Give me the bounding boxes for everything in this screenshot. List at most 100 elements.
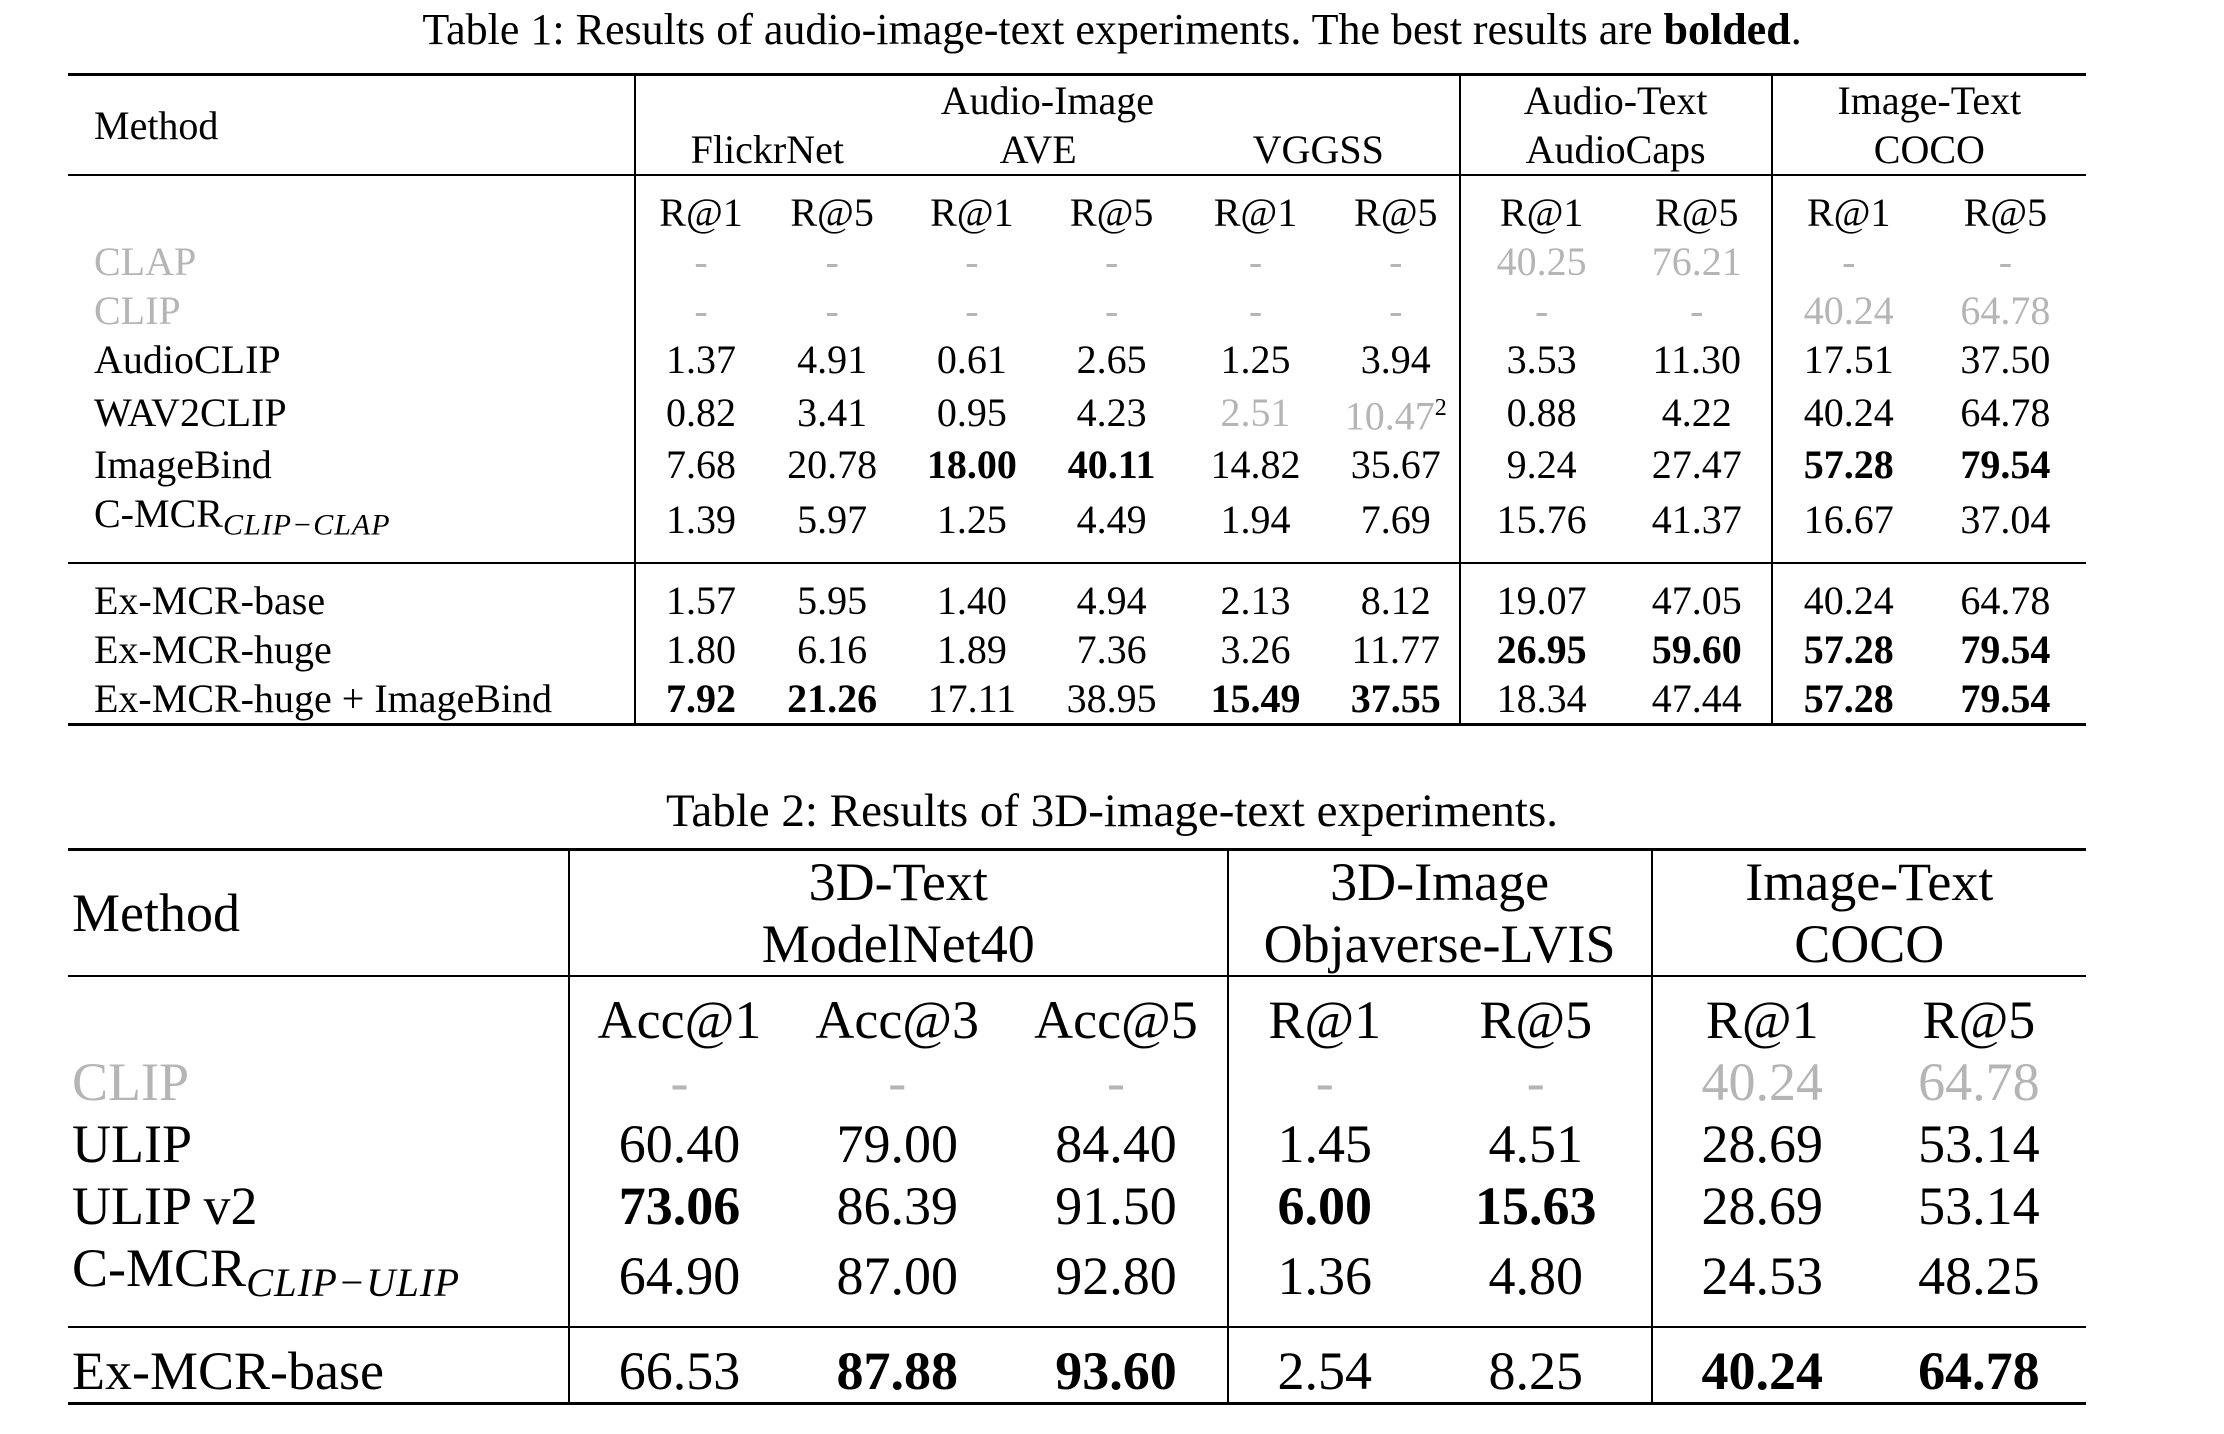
- cell-value: 40.24: [1701, 1341, 1823, 1402]
- method-label: Ex-MCR-huge: [94, 626, 332, 672]
- table-cell: 4.80: [1421, 1237, 1652, 1314]
- cell-value: -: [888, 1052, 907, 1112]
- dataset-objaverse-lvis: Objaverse-LVIS: [1226, 913, 1652, 976]
- method-label: CLIP: [72, 1052, 190, 1112]
- cell-value: 64.90: [618, 1245, 741, 1306]
- method-name: CLIP: [68, 1051, 569, 1113]
- table-cell: 64.78: [1925, 576, 2086, 625]
- table-cell: -: [567, 1051, 790, 1113]
- cell-value: 64.78: [1960, 389, 2051, 435]
- metric-header: R@5: [1479, 990, 1593, 1050]
- cell-value: 2.13: [1220, 577, 1291, 623]
- table-cell: 26.95: [1458, 624, 1623, 674]
- metric-header: Acc@1: [567, 989, 790, 1051]
- cell-value: 53.14: [1918, 1176, 2040, 1236]
- table-cell: 5.95: [766, 576, 899, 625]
- table-cell: 0.61: [898, 335, 1045, 384]
- cell-value: 66.53: [618, 1341, 741, 1402]
- table-cell: 79.00: [789, 1113, 1005, 1175]
- cell-value: 15.49: [1210, 675, 1301, 721]
- table-cell: 60.40: [567, 1113, 790, 1175]
- method-label: Ex-MCR-huge + ImageBind: [94, 675, 553, 721]
- cell-value: -: [1389, 288, 1403, 333]
- cell-value: 53.14: [1918, 1114, 2040, 1174]
- cell-value: 18.00: [926, 442, 1017, 488]
- separator-gap: [68, 562, 2086, 576]
- method-label: CLAP: [94, 239, 197, 284]
- cell-value: 38.95: [1066, 675, 1157, 721]
- table-cell: 53.14: [1872, 1113, 2086, 1175]
- table-cell: 79.54: [1925, 440, 2086, 489]
- cell-value: 4.23: [1076, 389, 1147, 435]
- table-cell: 28.69: [1650, 1175, 1872, 1237]
- table-cell: 18.34: [1458, 673, 1623, 725]
- cell-value: -: [1315, 1052, 1334, 1112]
- table-cell: 15.76: [1458, 489, 1623, 550]
- table-cell: 40.24: [1770, 575, 1925, 625]
- cell-value: -: [1998, 239, 2013, 284]
- cell-value: -: [825, 239, 839, 284]
- table-row: C-MCRCLIP−ULIP 64.90 87.00 92.80 1.36 4.80 24.…: [68, 1237, 2086, 1315]
- cell-value: 2.65: [1076, 337, 1147, 382]
- cell-value: 7.69: [1360, 497, 1431, 543]
- table-cell: 91.50: [1005, 1175, 1227, 1237]
- table-cell: -: [1623, 286, 1772, 335]
- dataset-modelnet40: ModelNet40: [567, 913, 1228, 976]
- table-cell: 1.89: [898, 625, 1045, 674]
- cell-value: 18.34: [1496, 675, 1587, 721]
- cell-value: -: [1104, 239, 1119, 284]
- cell-value: 27.47: [1651, 442, 1742, 488]
- method-name: C-MCRCLIP−ULIP: [68, 1237, 569, 1314]
- table-cell: 8.12: [1333, 576, 1460, 625]
- cell-value: 1.36: [1277, 1245, 1373, 1306]
- cell-value: 93.60: [1055, 1341, 1177, 1402]
- table1-caption-bold: bolded: [1663, 5, 1791, 54]
- cell-value: 1.45: [1277, 1114, 1373, 1174]
- method-header: Method: [94, 102, 219, 148]
- cell-value: -: [1106, 1052, 1125, 1112]
- method-label: Ex-MCR-base: [72, 1341, 384, 1402]
- cell-value: -: [1690, 288, 1704, 333]
- cell-value: 84.40: [1055, 1114, 1177, 1174]
- cell-value: 4.80: [1488, 1245, 1583, 1306]
- table-cell: 47.44: [1623, 674, 1772, 725]
- table-cell: -: [898, 286, 1045, 335]
- metric-header: R@1: [1213, 190, 1298, 235]
- cell-value: -: [694, 239, 708, 284]
- table-row: Ex-MCR-huge + ImageBind 7.92 21.26 17.11 38.…: [68, 673, 2086, 725]
- method-name: AudioCLIP: [68, 335, 635, 384]
- cell-value: 79.54: [1960, 626, 2051, 672]
- table1-caption: Table 1: Results of audio-image-text exp…: [0, 4, 2224, 55]
- table-cell: 84.40: [1005, 1113, 1227, 1175]
- method-label: WAV2CLIP: [94, 389, 287, 435]
- cell-value: 14.82: [1210, 442, 1301, 488]
- table-row: CLAP - - - - - - 40.25 76.21 - -: [68, 237, 2086, 286]
- table-cell: 53.14: [1872, 1175, 2086, 1237]
- table-cell: -: [1770, 237, 1925, 286]
- cell-value: 17.11: [927, 675, 1017, 721]
- method-name: WAV2CLIP: [68, 384, 635, 440]
- table-cell: 40.24: [1650, 1340, 1872, 1404]
- table-row: AudioCLIP 1.37 4.91 0.61 2.65 1.25 3.94 3.53 11.…: [68, 335, 2086, 384]
- cell-value: -: [694, 288, 708, 333]
- cell-value: 47.44: [1651, 675, 1742, 721]
- cell-value: 10.47: [1344, 393, 1435, 439]
- cell-value: 87.88: [836, 1341, 958, 1402]
- method-name: ImageBind: [68, 440, 635, 489]
- cell-value: 4.91: [797, 337, 868, 382]
- cell-value: 47.05: [1651, 577, 1742, 623]
- table-cell: 73.06: [567, 1175, 790, 1237]
- table-cell: 38.95: [1045, 674, 1178, 725]
- cell-value: 6.00: [1277, 1176, 1373, 1236]
- method-name: Ex-MCR-huge: [68, 625, 635, 674]
- method-subscript: CLIP−ULIP: [246, 1260, 461, 1306]
- table-cell: 0.82: [634, 384, 766, 441]
- cell-value: 7.92: [666, 675, 737, 721]
- cell-value: -: [1389, 239, 1403, 284]
- table-cell: 4.94: [1045, 576, 1178, 625]
- table-cell: 40.24: [1650, 1051, 1872, 1113]
- table-cell: 37.04: [1925, 489, 2086, 550]
- cell-value: 3.41: [797, 389, 868, 435]
- group-image-text: Image-Text: [1770, 74, 2086, 125]
- table-cell: 2.54: [1226, 1340, 1421, 1404]
